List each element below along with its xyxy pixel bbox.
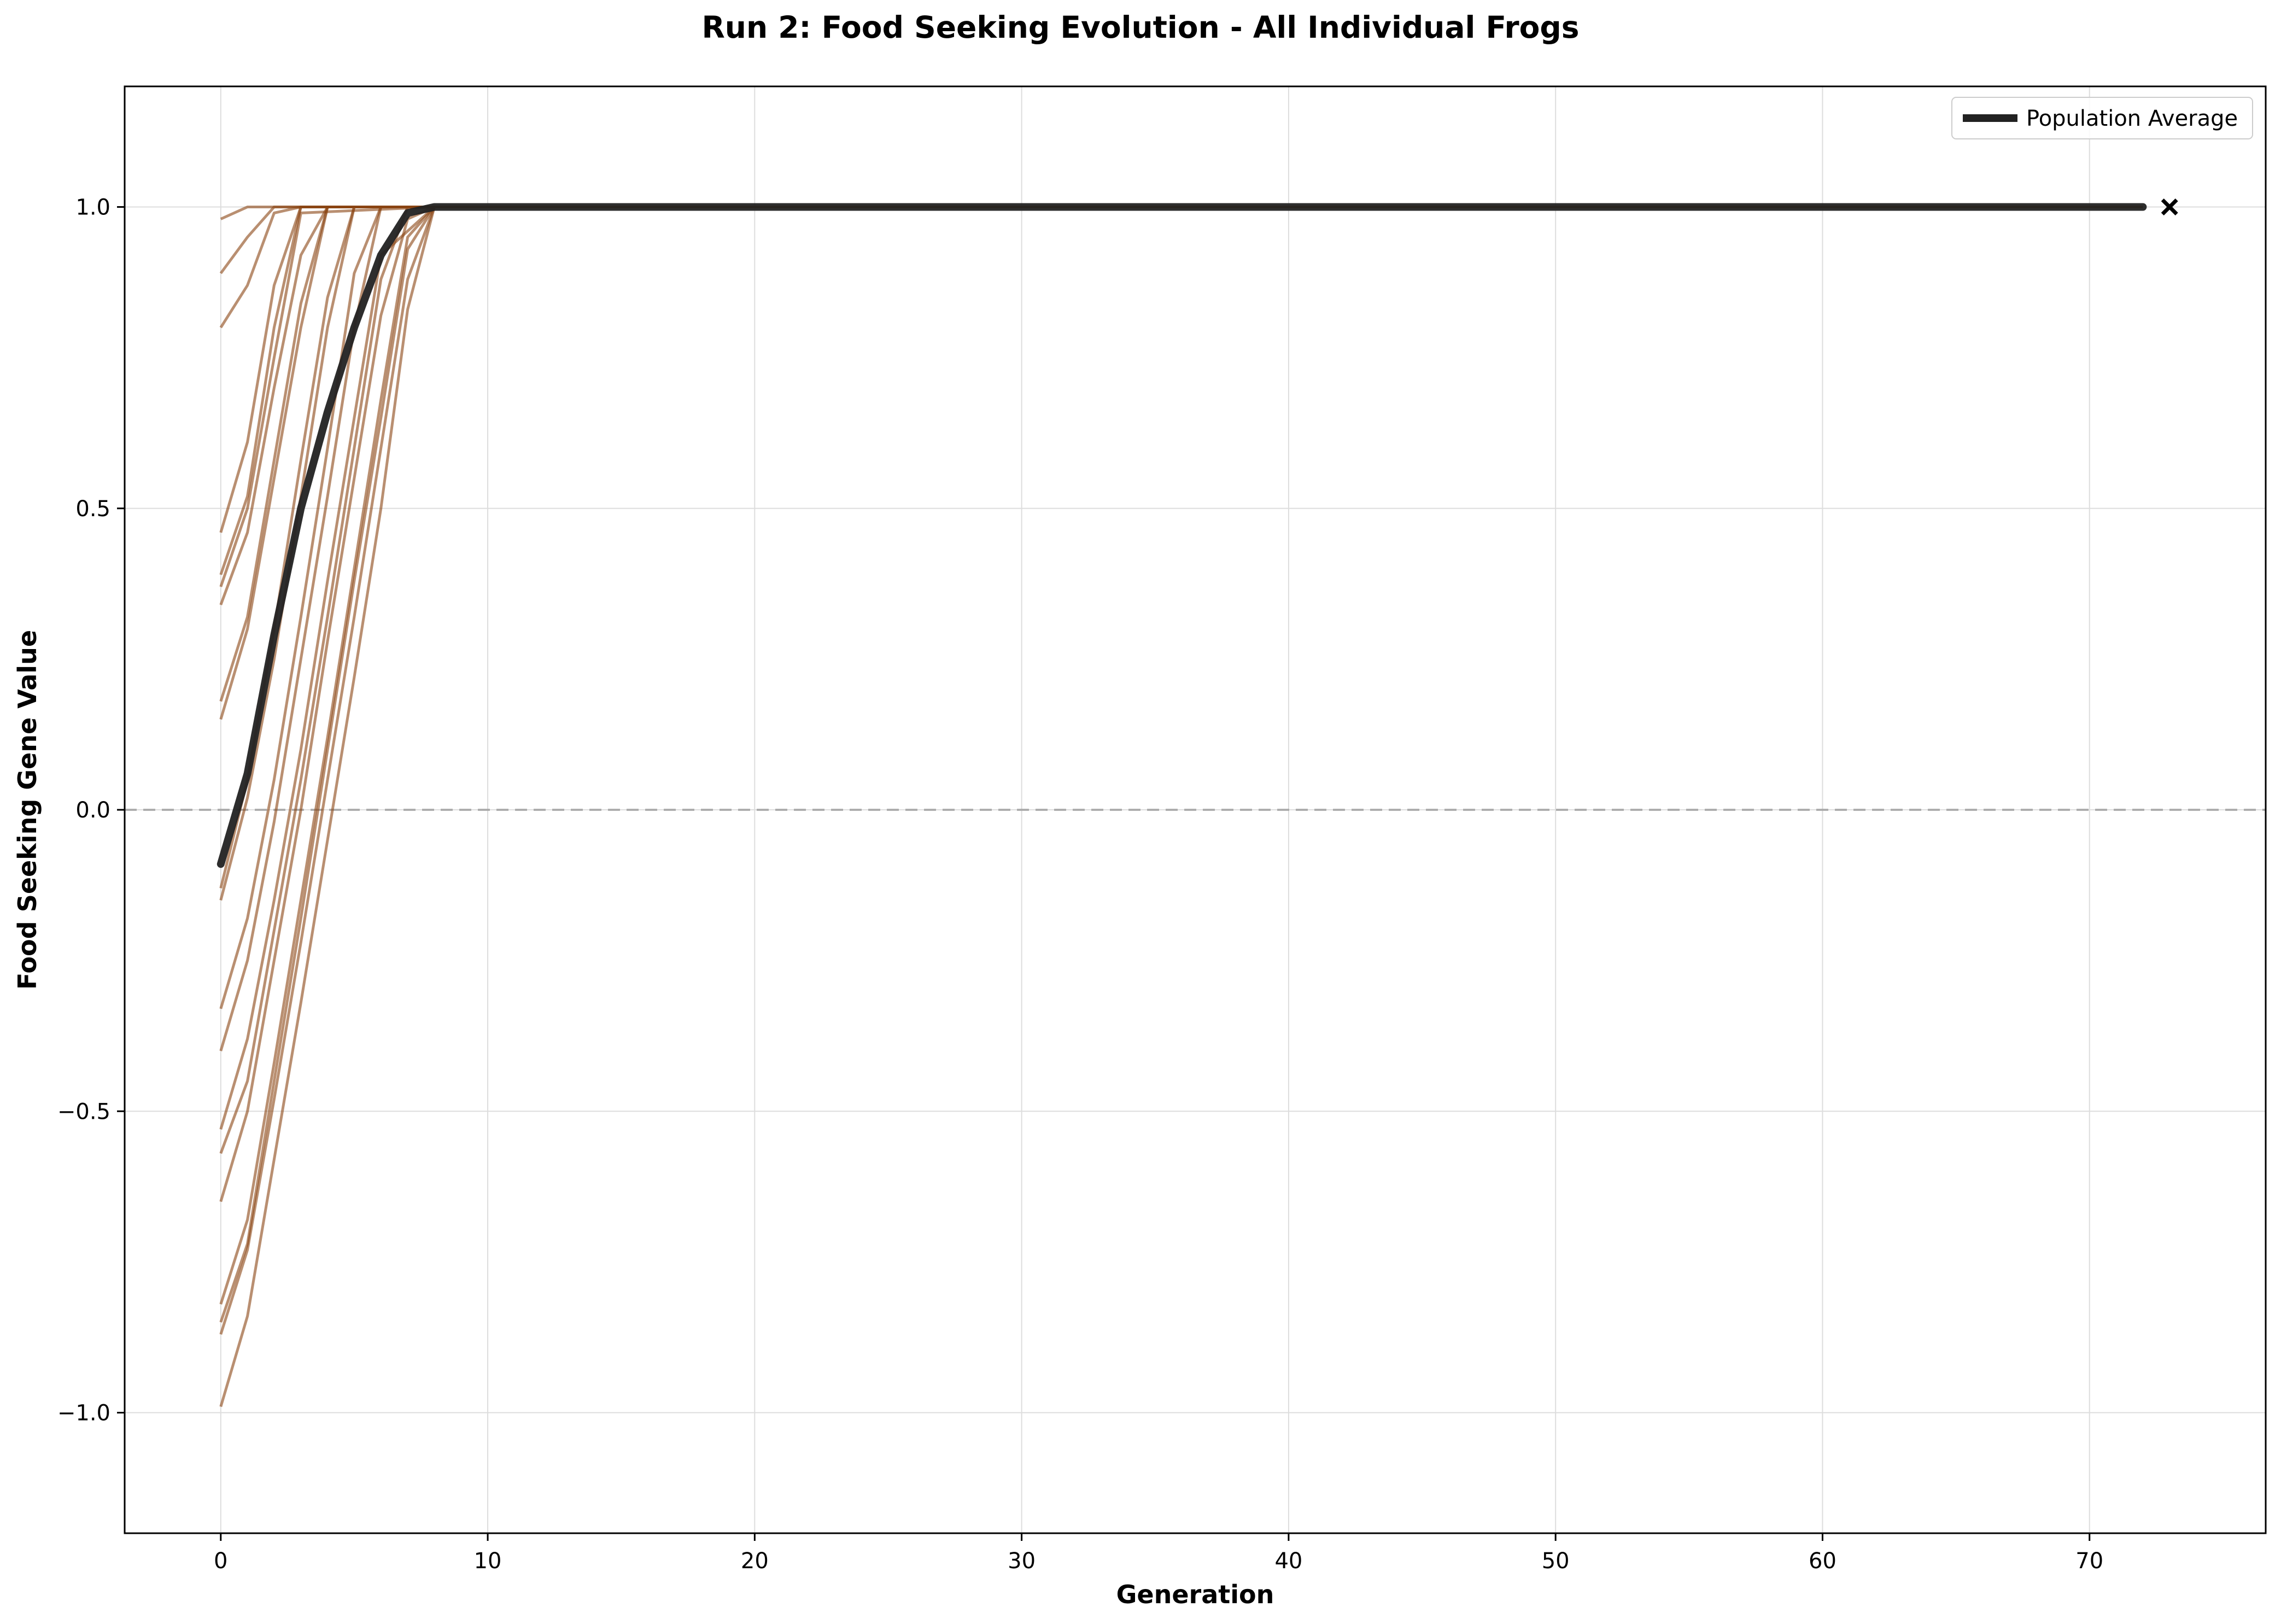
y-tick-label: −1.0: [57, 1401, 110, 1426]
population-average-end-marker: [2161, 198, 2178, 215]
chart-title: Run 2: Food Seeking Evolution - All Indi…: [701, 10, 1580, 45]
individual-series-group: [219, 206, 2143, 1407]
individual-frog-line-4: [219, 206, 2143, 533]
population-average-line: [217, 203, 2147, 868]
y-axis-label: Food Seeking Gene Value: [13, 630, 42, 990]
individual-frog-line-20: [219, 206, 2143, 1407]
individual-frog-line-7: [219, 206, 2143, 605]
individual-frog-line-13: [219, 206, 2143, 1051]
x-tick-label: 10: [474, 1549, 502, 1574]
x-tick-label: 30: [1008, 1549, 1036, 1574]
legend-box: [1951, 97, 2253, 139]
y-tick-label: 0.5: [75, 496, 110, 522]
x-tick-label: 0: [214, 1549, 227, 1574]
x-tick-label: 20: [741, 1549, 769, 1574]
individual-frog-line-19: [219, 206, 2143, 1335]
individual-frog-line-17: [219, 206, 2143, 1305]
individual-frog-line-8: [219, 206, 2143, 702]
individual-frog-line-15: [219, 206, 2143, 1154]
x-tick-label: 40: [1274, 1549, 1302, 1574]
individual-frog-line-3: [219, 206, 2143, 329]
individual-frog-line-5: [219, 206, 2143, 575]
axis-ticks: 0 10 20 30 40 50 60 70 −1.0 −0.5 0.0 0.5 1.0: [57, 195, 2103, 1574]
legend: Population Average: [1951, 97, 2253, 139]
average-series-group: [217, 198, 2178, 868]
individual-frog-line-2: [219, 206, 2143, 274]
x-tick-label: 50: [1542, 1549, 1570, 1574]
individual-frog-line-11: [219, 206, 2143, 901]
x-tick-label: 70: [2075, 1549, 2103, 1574]
y-tick-label: −0.5: [57, 1099, 110, 1124]
y-tick-label: 0.0: [75, 798, 110, 823]
individual-frog-line-12: [219, 206, 2143, 1009]
y-tick-label: 1.0: [75, 195, 110, 220]
individual-frog-line-16: [219, 206, 2143, 1202]
individual-frog-line-14: [219, 206, 2143, 1130]
end-marker-stroke-2: [2161, 198, 2178, 215]
x-tick-label: 60: [1809, 1549, 1837, 1574]
individual-frog-line-18: [219, 206, 2143, 1323]
individual-frog-line-6: [219, 206, 2143, 587]
individual-frog-line-9: [219, 206, 2143, 720]
individual-frog-line-10: [219, 206, 2143, 889]
x-axis-label: Generation: [1116, 1580, 1274, 1609]
legend-label-population-average: Population Average: [2026, 106, 2238, 131]
